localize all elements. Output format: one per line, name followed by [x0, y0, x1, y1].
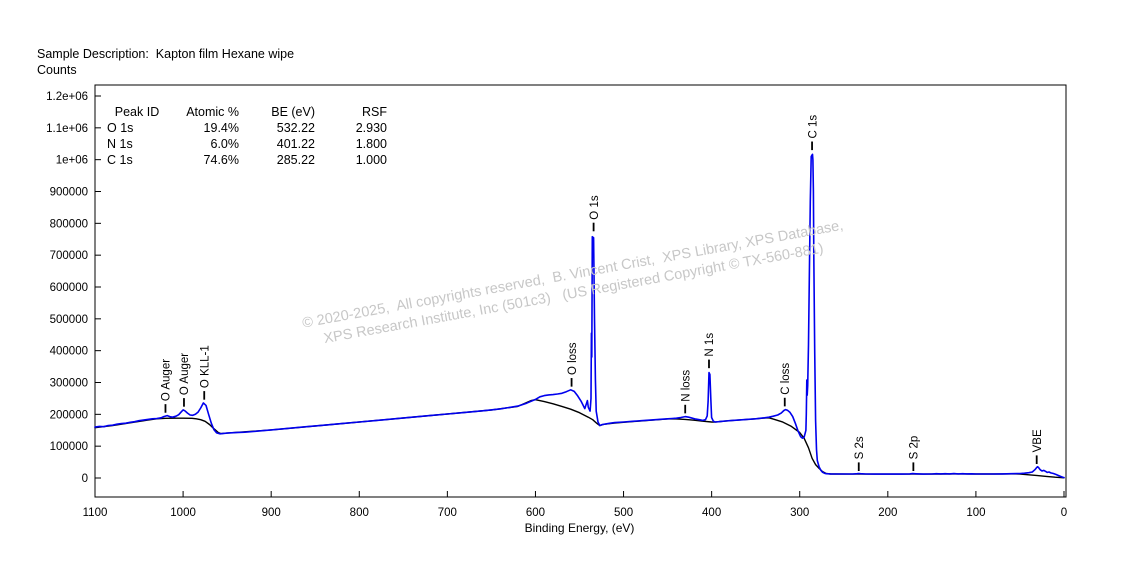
peak-label: VBE: [1032, 429, 1044, 452]
peak-id-cell: N 1s: [107, 137, 133, 151]
peak-id-cell: O 1s: [107, 121, 134, 135]
peak-label: O loss: [567, 342, 579, 375]
y-axis: 1.2e+06 1.1e+06 1e+06 900000 800000 700000 600…: [46, 91, 101, 485]
x-tick-label: 100: [966, 507, 985, 519]
y-tick-label: 300000: [50, 378, 88, 390]
y-tick-label: 1.1e+06: [46, 123, 88, 135]
peak-label: S 2p: [909, 436, 921, 460]
y-tick-label: 600000: [50, 282, 88, 294]
peak-id-cell: C 1s: [107, 153, 133, 167]
x-tick-label: 500: [614, 507, 633, 519]
table-row: N 1s 6.0% 401.22 1.800: [107, 136, 387, 152]
y-tick-label: 0: [82, 473, 88, 485]
x-tick-label: 0: [1061, 507, 1067, 519]
y-tick-label: 100000: [50, 441, 88, 453]
atomic-pct-cell: 74.6%: [203, 153, 239, 167]
peak-label: O 1s: [589, 195, 601, 220]
x-axis: 1100 1000 900 800 700 600 500 400 300 200 100 0Bind…: [83, 491, 1067, 535]
col-header-atomic-pct: Atomic %: [186, 105, 239, 119]
peak-label: C loss: [780, 363, 792, 395]
y-tick-label: 1.2e+06: [46, 91, 88, 103]
x-tick-label: 600: [526, 507, 545, 519]
atomic-pct-cell: 6.0%: [210, 137, 240, 151]
col-header-peak-id: Peak ID: [114, 105, 160, 119]
be-cell: 532.22: [276, 121, 315, 135]
col-header-be: BE (eV): [271, 105, 315, 119]
be-cell: 401.22: [276, 137, 315, 151]
x-tick-label: 400: [702, 507, 721, 519]
y-tick-label: 1e+06: [56, 155, 88, 167]
atomic-pct-cell: 19.4%: [203, 121, 239, 135]
y-tick-label: 800000: [50, 218, 88, 230]
peak-labels: O Auger O Auger O KLL-1 O loss O 1s N loss N 1…: [161, 115, 1044, 471]
peak-label: C 1s: [807, 115, 819, 139]
be-cell: 285.22: [276, 153, 315, 167]
quant-table-header-row: Peak ID Atomic % BE (eV) RSF: [107, 104, 387, 120]
peak-label: N loss: [680, 370, 692, 402]
y-tick-label: 400000: [50, 346, 88, 358]
y-tick-label: 700000: [50, 250, 88, 262]
rsf-cell: 1.000: [355, 153, 387, 167]
rsf-cell: 2.930: [355, 121, 387, 135]
y-tick-label: 900000: [50, 187, 88, 199]
quantification-table: Peak ID Atomic % BE (eV) RSF O 1s 19.4% …: [107, 104, 387, 168]
x-tick-label: 800: [350, 507, 369, 519]
chart-header: Sample Description: Kapton film Hexane w…: [37, 46, 294, 78]
sample-description: Sample Description: Kapton film Hexane w…: [37, 47, 295, 61]
x-tick-label: 1000: [170, 507, 196, 519]
table-row: O 1s 19.4% 532.22 2.930: [107, 120, 387, 136]
x-tick-label: 300: [790, 507, 809, 519]
table-row: C 1s 74.6% 285.22 1.000: [107, 152, 387, 168]
x-tick-label: 900: [262, 507, 281, 519]
peak-label: O Auger: [179, 353, 191, 395]
y-tick-label: 500000: [50, 314, 88, 326]
rsf-cell: 1.800: [355, 137, 387, 151]
x-tick-label: 700: [438, 507, 457, 519]
survey-spectrum: [94, 153, 1065, 479]
x-tick-label: 200: [878, 507, 897, 519]
x-axis-title: Binding Energy, (eV): [525, 521, 635, 535]
peak-label: S 2s: [854, 436, 866, 459]
peak-label: O Auger: [161, 359, 173, 401]
plot-frame: [94, 84, 1067, 498]
col-header-rsf: RSF: [362, 105, 387, 119]
counts-axis-label: Counts: [37, 63, 77, 77]
peak-label: O KLL-1: [199, 345, 211, 388]
peak-label: N 1s: [704, 333, 716, 357]
x-tick-label: 1100: [83, 507, 108, 519]
y-tick-label: 200000: [50, 409, 88, 421]
